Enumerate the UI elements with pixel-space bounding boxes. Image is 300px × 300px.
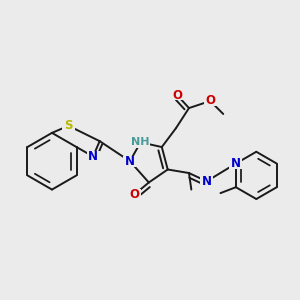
FancyBboxPatch shape	[87, 151, 100, 162]
Text: O: O	[130, 188, 140, 201]
Text: N: N	[231, 157, 241, 170]
FancyBboxPatch shape	[229, 158, 242, 169]
Text: S: S	[64, 119, 73, 132]
FancyBboxPatch shape	[204, 96, 217, 106]
Text: O: O	[205, 94, 215, 107]
FancyBboxPatch shape	[62, 121, 75, 131]
Text: O: O	[172, 88, 182, 102]
FancyBboxPatch shape	[200, 176, 213, 187]
FancyBboxPatch shape	[128, 189, 141, 200]
FancyBboxPatch shape	[123, 156, 136, 166]
Text: N: N	[88, 150, 98, 163]
FancyBboxPatch shape	[131, 137, 150, 148]
Text: N: N	[202, 175, 212, 188]
Text: N: N	[125, 155, 135, 168]
FancyBboxPatch shape	[171, 90, 184, 101]
Text: NH: NH	[131, 137, 150, 147]
